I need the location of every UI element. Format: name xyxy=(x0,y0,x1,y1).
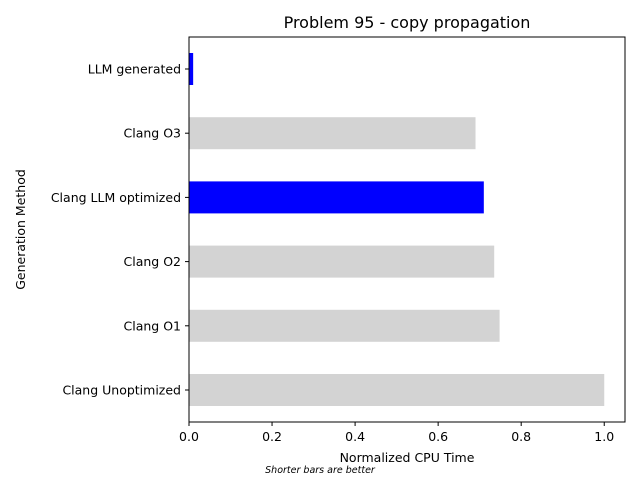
y-tick-label: LLM generated xyxy=(88,62,181,77)
bar-clang-o1 xyxy=(189,309,500,342)
y-tick-label: Clang O1 xyxy=(124,318,181,333)
y-tick-label: Clang O2 xyxy=(124,254,181,269)
y-axis-label: Generation Method xyxy=(13,169,28,290)
x-axis-ticks: 0.0 0.2 0.4 0.6 0.8 1.0 xyxy=(179,422,614,444)
y-tick-label: Clang LLM optimized xyxy=(51,190,181,205)
plot-frame xyxy=(188,36,626,423)
x-tick-label: 0.4 xyxy=(345,429,365,444)
x-tick-label: 0.2 xyxy=(262,429,282,444)
y-tick-label: Clang Unoptimized xyxy=(62,383,181,398)
x-tick-label: 0.0 xyxy=(179,429,199,444)
x-tick-label: 0.6 xyxy=(428,429,448,444)
bar-llm-generated xyxy=(189,53,194,85)
bar-clang-o2 xyxy=(189,245,495,278)
x-tick-label: 0.8 xyxy=(511,429,531,444)
x-tick-label: 1.0 xyxy=(594,429,614,444)
bar-clang-llm-optimized xyxy=(189,181,484,214)
bar-clang-unoptimized xyxy=(189,374,605,406)
bars-group xyxy=(189,53,605,406)
bar-clang-o3 xyxy=(189,117,476,150)
y-axis-ticks: Clang Unoptimized Clang O1 Clang O2 Clang L… xyxy=(51,62,189,398)
chart-title: Problem 95 - copy propagation xyxy=(284,13,531,32)
footnote: Shorter bars are better xyxy=(265,465,375,476)
x-axis-label: Normalized CPU Time xyxy=(340,450,475,465)
y-tick-label: Clang O3 xyxy=(124,126,181,141)
